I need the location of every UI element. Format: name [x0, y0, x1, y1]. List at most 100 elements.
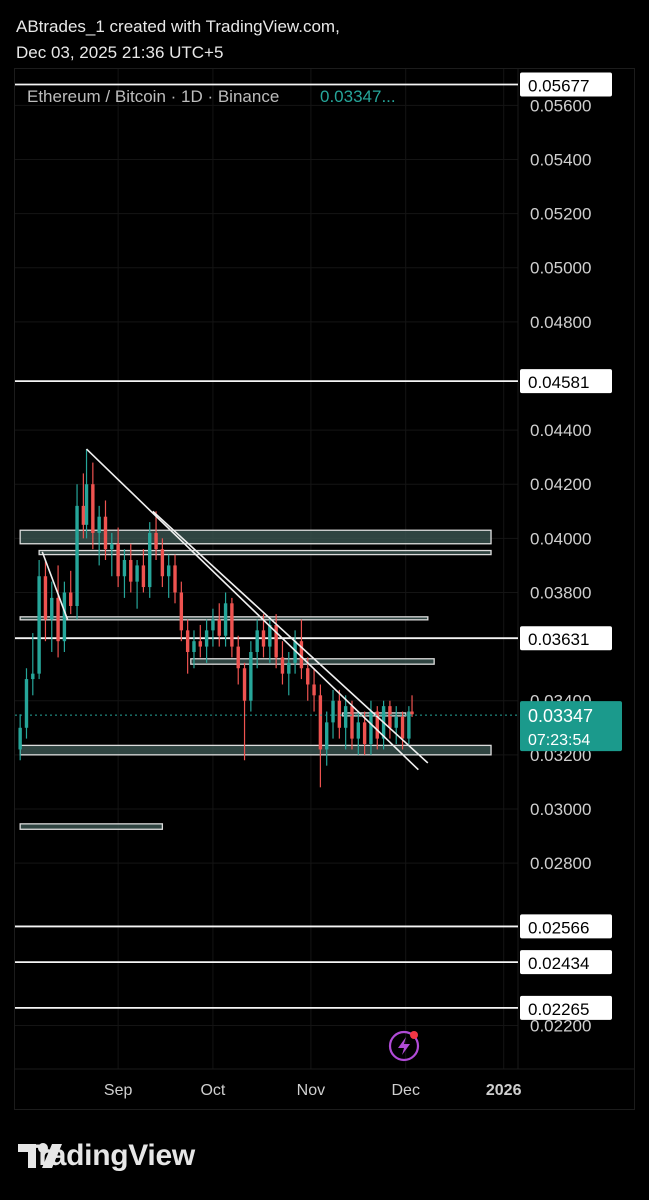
candle-body[interactable]	[318, 695, 323, 750]
y-tick-label: 0.05200	[530, 205, 591, 224]
candle-body[interactable]	[24, 679, 29, 728]
support-resistance-zone[interactable]	[19, 823, 164, 830]
candle-body[interactable]	[287, 662, 291, 674]
candle-body[interactable]	[211, 619, 215, 631]
support-resistance-zone[interactable]	[38, 549, 492, 556]
x-tick-label: Nov	[297, 1082, 325, 1099]
candle-body[interactable]	[369, 711, 373, 745]
candle-body[interactable]	[331, 700, 335, 723]
bar-countdown-label: 07:23:54	[528, 732, 590, 749]
candle-body[interactable]	[135, 565, 139, 582]
credit-line-date: Dec 03, 2025 21:36 UTC+5	[16, 43, 224, 62]
y-tick-label: 0.02800	[530, 854, 591, 873]
candle-body[interactable]	[173, 565, 177, 593]
candle-body[interactable]	[31, 673, 35, 680]
candle-body[interactable]	[97, 516, 101, 533]
candle-body[interactable]	[84, 484, 89, 525]
candle-body[interactable]	[223, 603, 228, 636]
candle-body[interactable]	[103, 516, 108, 550]
y-tick-label: 0.05600	[530, 96, 591, 115]
candle-body[interactable]	[204, 630, 209, 647]
trendline[interactable]	[85, 448, 419, 771]
candle-body[interactable]	[56, 597, 60, 642]
candle-body[interactable]	[43, 576, 48, 620]
trendline[interactable]	[41, 551, 69, 620]
candle-body[interactable]	[337, 700, 342, 728]
level-price-label-bg	[520, 950, 612, 975]
chart-panel[interactable]: Sep Oct Nov Dec 2026 0.05600 0.05400 0.05200 0.0…	[14, 68, 635, 1110]
candle-body[interactable]	[312, 684, 316, 696]
candle-body[interactable]	[122, 560, 127, 577]
candle-body[interactable]	[343, 706, 348, 728]
y-tick-label: 0.03800	[530, 583, 591, 602]
candle-body[interactable]	[141, 565, 146, 588]
support-resistance-zone[interactable]	[19, 744, 492, 756]
candle-body[interactable]	[299, 641, 304, 669]
level-price-label: 0.02434	[528, 954, 589, 973]
chart-title: Ethereum / Bitcoin · 1D · Binance	[27, 87, 279, 106]
candle-body[interactable]	[116, 543, 120, 577]
level-price-label-bg	[520, 995, 612, 1020]
candle-body[interactable]	[280, 657, 285, 674]
candle-body[interactable]	[350, 706, 354, 739]
y-tick-label: 0.04000	[530, 529, 591, 548]
candle-body[interactable]	[407, 711, 411, 739]
candle-body[interactable]	[37, 576, 41, 674]
tradingview-logo-icon	[18, 1143, 62, 1168]
candle-body[interactable]	[400, 716, 405, 739]
candle-body[interactable]	[217, 619, 221, 636]
last-price-label: 0.03347	[528, 706, 593, 726]
candle-body[interactable]	[236, 646, 240, 669]
candle-body[interactable]	[192, 641, 196, 653]
candle-body[interactable]	[242, 668, 247, 701]
candle-body[interactable]	[293, 641, 297, 663]
x-tick-label: 2026	[486, 1082, 522, 1099]
lightning-alert-icon[interactable]	[388, 1030, 420, 1062]
candle-body[interactable]	[160, 549, 165, 577]
candle-body[interactable]	[388, 706, 392, 728]
candle-body[interactable]	[274, 624, 278, 658]
chart-title-price: 0.03347...	[320, 87, 396, 106]
candle-body[interactable]	[198, 641, 202, 647]
candle-body[interactable]	[185, 630, 190, 653]
credit-line-author: ABtrades_1 created with TradingView.com,	[16, 17, 340, 36]
candle-body[interactable]	[410, 711, 414, 715]
candle-body[interactable]	[249, 652, 253, 701]
candle-body[interactable]	[81, 505, 86, 525]
candle-body[interactable]	[18, 727, 22, 750]
level-price-label: 0.02265	[528, 1000, 589, 1019]
candle-body[interactable]	[325, 722, 329, 750]
candle-body[interactable]	[69, 592, 73, 607]
x-tick-label: Dec	[391, 1082, 419, 1099]
candle-body[interactable]	[129, 560, 133, 582]
y-tick-label: 0.02200	[530, 1016, 591, 1035]
level-price-label: 0.02566	[528, 918, 589, 937]
candle-body[interactable]	[166, 565, 171, 577]
candle-body[interactable]	[50, 597, 54, 620]
candle-body[interactable]	[255, 630, 259, 653]
candle-body[interactable]	[62, 592, 67, 642]
price-chart-svg[interactable]: Sep Oct Nov Dec 2026 0.05600 0.05400 0.05200 0.0…	[15, 69, 634, 1109]
candle-body[interactable]	[230, 603, 234, 647]
candle-body[interactable]	[91, 484, 95, 533]
candle-body[interactable]	[148, 532, 152, 588]
level-price-label-bg	[520, 72, 612, 97]
y-tick-label: 0.04200	[530, 475, 591, 494]
y-tick-label: 0.04400	[530, 421, 591, 440]
x-tick-label: Sep	[104, 1082, 133, 1099]
candle-body[interactable]	[261, 630, 266, 647]
candle-body[interactable]	[268, 624, 272, 647]
candle-body[interactable]	[110, 543, 114, 550]
y-tick-label: 0.05400	[530, 150, 591, 169]
candle-body[interactable]	[75, 505, 79, 607]
candle-body[interactable]	[179, 592, 184, 631]
support-resistance-zone[interactable]	[190, 658, 435, 665]
candle-body[interactable]	[362, 722, 367, 745]
support-resistance-zone[interactable]	[19, 529, 492, 545]
trendline[interactable]	[152, 510, 429, 764]
candle-body[interactable]	[375, 711, 379, 739]
candle-body[interactable]	[154, 532, 158, 550]
candle-body[interactable]	[356, 722, 361, 739]
candle-body[interactable]	[394, 716, 398, 728]
candle-body[interactable]	[306, 668, 310, 685]
